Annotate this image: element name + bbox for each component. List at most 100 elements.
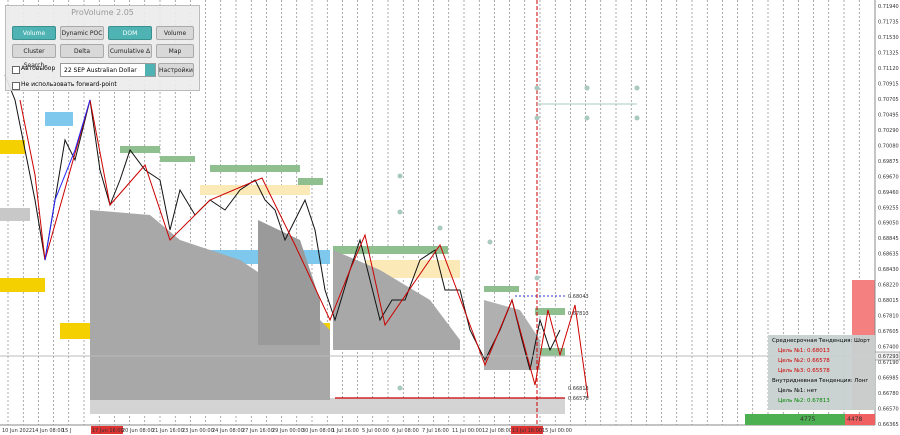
zone xyxy=(90,398,565,414)
checkbox[interactable] xyxy=(12,82,20,90)
price-label: 0.69255 xyxy=(878,205,899,211)
zone xyxy=(210,165,300,172)
price-label: 0.70080 xyxy=(878,143,899,149)
target: Цель №3: 0.65578 xyxy=(778,368,830,374)
button[interactable]: DOM xyxy=(108,26,152,40)
price-label: 0.68220 xyxy=(878,283,899,289)
medium-trend: Среднесрочная Тенденция: Шорт xyxy=(772,338,870,344)
target: Цель №1: 0.68013 xyxy=(778,348,830,354)
price-label: 0.70915 xyxy=(878,81,899,87)
price-label: 0.70705 xyxy=(878,97,899,103)
time-label: 15 J xyxy=(62,428,71,434)
zone xyxy=(540,348,565,356)
price-axis xyxy=(875,0,900,435)
time-label: 6 Jul 08:00 xyxy=(392,428,419,434)
panel-title: ProVolume 2.05 xyxy=(71,8,134,17)
volume-profile xyxy=(258,220,320,345)
button[interactable]: Dynamic POC xyxy=(60,26,104,40)
price-label: 0.68845 xyxy=(878,236,899,242)
target: Цель №2: 0.66578 xyxy=(778,358,830,364)
time-label: 30 Jun 08:00 xyxy=(302,428,334,434)
dom-ask-bar xyxy=(845,414,875,425)
price-label: 0.68015 xyxy=(878,298,899,304)
price-label: 0.70495 xyxy=(878,112,899,118)
zone xyxy=(120,146,160,153)
time-label: 24 Jun 08:00 xyxy=(212,428,244,434)
button[interactable]: Настройки xyxy=(158,63,194,77)
zone xyxy=(535,308,565,315)
instrument-select[interactable]: 22 SEP Australian Dollar xyxy=(60,63,156,77)
button[interactable]: Map xyxy=(156,44,194,58)
zone xyxy=(160,156,195,162)
intraday-trend: Внутридневная Тенденция: Лонг xyxy=(772,378,869,384)
time-label: 23 Jun 00:00 xyxy=(182,428,214,434)
zone xyxy=(298,178,323,185)
checkbox-label: Автовыбор xyxy=(21,65,56,72)
level-label: 0.68043 xyxy=(568,294,589,300)
target: Цель №1: нет xyxy=(778,388,818,394)
level-label: 0.66813 xyxy=(568,386,589,392)
price-label: 0.68635 xyxy=(878,252,899,258)
time-highlight xyxy=(511,426,543,434)
info-box: Среднесрочная Тенденция: Шорт Цель №1: 0… xyxy=(768,335,875,410)
zone xyxy=(45,112,73,126)
time-label: 11 Jul 00:00 xyxy=(452,428,482,434)
time-label: 27 Jun 16:00 xyxy=(242,428,274,434)
button[interactable]: Volume Profile xyxy=(12,26,56,51)
button[interactable]: Volume xyxy=(156,26,194,40)
time-label: 7 Jul 16:00 xyxy=(422,428,449,434)
time-label: 1 Jul 16:00 xyxy=(332,428,359,434)
price-label: 0.71120 xyxy=(878,66,899,72)
price-label: 0.71325 xyxy=(878,50,899,56)
checkbox-label: Не использовать forward-point xyxy=(21,81,117,88)
dom-ask: 4478 xyxy=(847,416,862,423)
checkbox[interactable] xyxy=(12,66,20,74)
instrument: 22 SEP Australian Dollar xyxy=(64,67,137,74)
zone xyxy=(0,208,30,221)
time-label: 14 Jun 08:00 xyxy=(32,428,64,434)
price-label: 0.67605 xyxy=(878,329,899,335)
time-label: 17 Jun 16:00 xyxy=(92,428,124,434)
time-label: 12 Jul 08:00 xyxy=(482,428,512,434)
dom-bid-bar xyxy=(745,414,845,425)
dom-bid: 4775 xyxy=(800,416,815,423)
time-label: 20 Jun 08:00 xyxy=(122,428,154,434)
time-label: 13 Jul 16:00 xyxy=(512,428,542,434)
button[interactable]: Cluster Search xyxy=(12,44,56,69)
price-label: 0.70290 xyxy=(878,128,899,134)
button[interactable]: Delta xyxy=(60,44,104,58)
time-label: 5 Jul 00:00 xyxy=(362,428,389,434)
price-label: 0.71530 xyxy=(878,35,899,41)
zone xyxy=(200,185,310,195)
price-label: 0.67810 xyxy=(878,314,899,320)
provolume-panel: ProVolume 2.05 Volume Profile Dynamic PO… xyxy=(5,5,200,91)
zigzag xyxy=(19,99,589,399)
price-label: 0.66780 xyxy=(878,391,899,397)
zone xyxy=(365,260,460,278)
price-label: 0.69050 xyxy=(878,221,899,227)
trend-line xyxy=(44,99,91,261)
current-price: 0.67293 xyxy=(878,354,899,360)
button[interactable]: Cumulative Δ xyxy=(108,44,152,58)
price-label: 0.68430 xyxy=(878,267,899,273)
price-label: 0.71735 xyxy=(878,19,899,25)
target: Цель №2: 0.67813 xyxy=(778,398,830,404)
time-label: 10 Jun 2022 xyxy=(2,428,32,434)
select-arrow[interactable] xyxy=(145,64,155,76)
price-label: 0.69670 xyxy=(878,174,899,180)
price-label: 0.66985 xyxy=(878,376,899,382)
level-label: 0.66578 xyxy=(568,396,589,402)
price-label: 0.66365 xyxy=(878,422,899,428)
price-label: 0.71940 xyxy=(878,4,899,10)
zone xyxy=(0,140,25,154)
price-label: 0.69875 xyxy=(878,159,899,165)
zone xyxy=(0,278,45,292)
price-label: 0.69460 xyxy=(878,190,899,196)
time-label: 21 Jun 16:00 xyxy=(152,428,184,434)
zone xyxy=(484,286,519,292)
time-highlight xyxy=(91,426,123,434)
dots xyxy=(397,85,640,391)
price-label: 0.67400 xyxy=(878,345,899,351)
